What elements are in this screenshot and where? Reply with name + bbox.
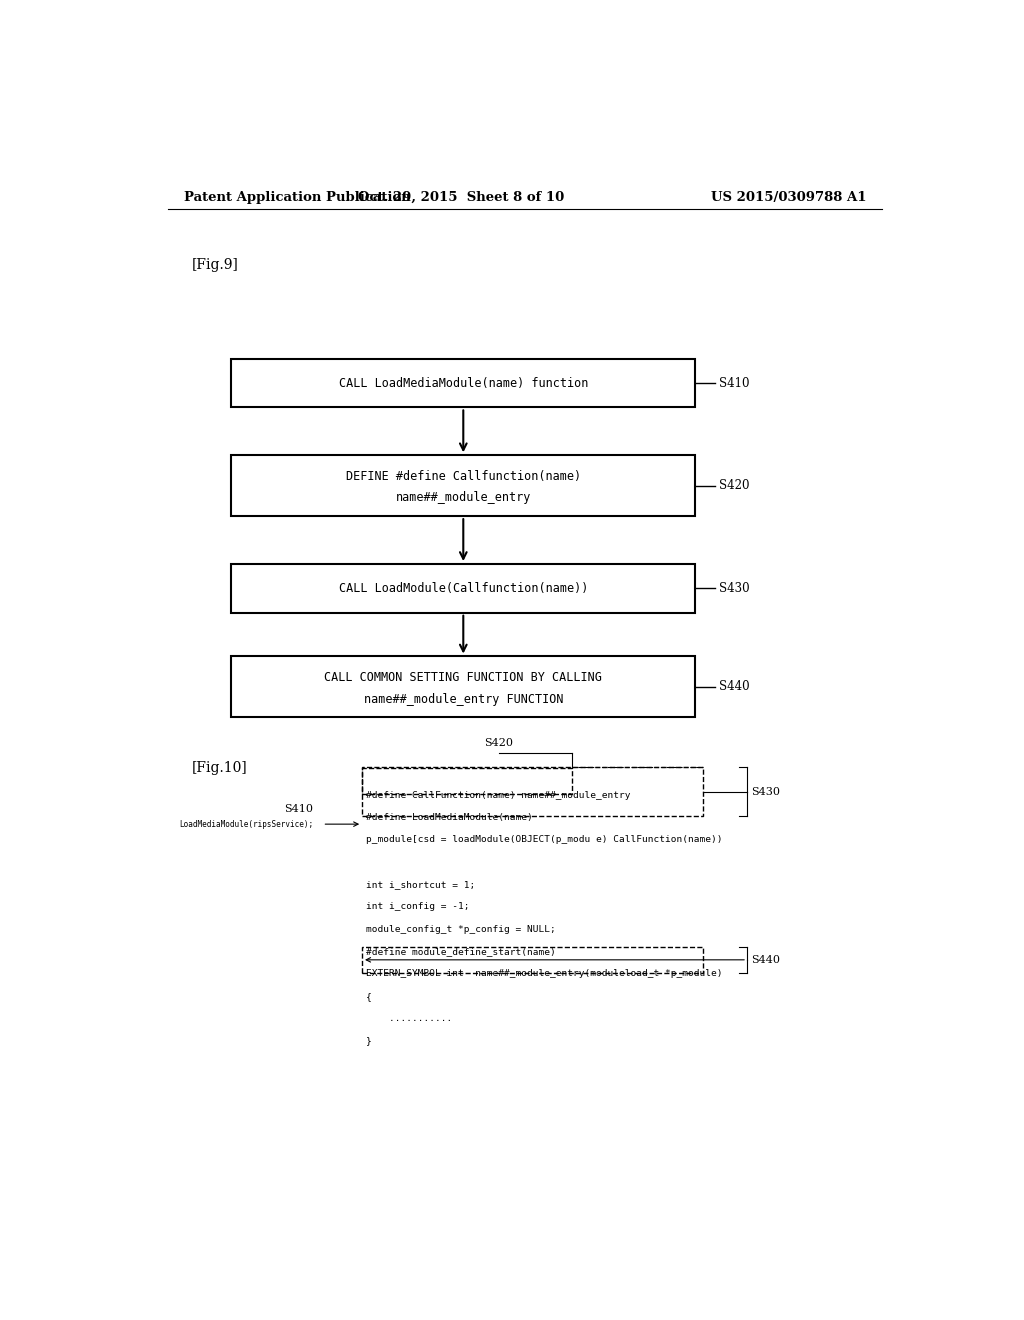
Text: {: { <box>367 991 372 1001</box>
Text: CALL LoadMediaModule(name) function: CALL LoadMediaModule(name) function <box>339 376 588 389</box>
Text: S420: S420 <box>484 738 513 748</box>
Bar <box>231 656 695 718</box>
Bar <box>362 767 703 816</box>
Text: S410: S410 <box>284 804 313 814</box>
Text: S440: S440 <box>719 680 750 693</box>
Text: [Fig.9]: [Fig.9] <box>191 259 239 272</box>
Text: S440: S440 <box>751 954 780 965</box>
Bar <box>362 948 703 973</box>
Text: Patent Application Publication: Patent Application Publication <box>183 190 411 203</box>
Bar <box>231 455 695 516</box>
Text: LoadMediaModule(ripsService);: LoadMediaModule(ripsService); <box>179 820 313 829</box>
Text: name##_module_entry: name##_module_entry <box>395 491 531 504</box>
Text: CALL LoadModule(Callfunction(name)): CALL LoadModule(Callfunction(name)) <box>339 582 588 595</box>
Text: DEFINE #define Callfunction(name): DEFINE #define Callfunction(name) <box>346 470 581 483</box>
Text: }: } <box>367 1036 372 1045</box>
Bar <box>231 564 695 612</box>
Text: #define CallFunction(name) name##_module_entry: #define CallFunction(name) name##_module… <box>367 791 631 800</box>
Text: int i_config = -1;: int i_config = -1; <box>367 903 470 911</box>
Bar <box>231 359 695 408</box>
Text: S410: S410 <box>719 376 750 389</box>
Text: US 2015/0309788 A1: US 2015/0309788 A1 <box>711 190 866 203</box>
Text: EXTERN_SYMBOL int  name##_module_entry(moduleload_t *p_module): EXTERN_SYMBOL int name##_module_entry(mo… <box>367 969 723 978</box>
Text: name##_module_entry FUNCTION: name##_module_entry FUNCTION <box>364 693 563 706</box>
Text: S420: S420 <box>719 479 750 492</box>
Text: Oct. 29, 2015  Sheet 8 of 10: Oct. 29, 2015 Sheet 8 of 10 <box>358 190 564 203</box>
Text: #define LoadMediaModule(name): #define LoadMediaModule(name) <box>367 813 532 822</box>
Text: p_module[csd = loadModule(OBJECT(p_modu e) CallFunction(name)): p_module[csd = loadModule(OBJECT(p_modu … <box>367 836 723 845</box>
Text: int i_shortcut = 1;: int i_shortcut = 1; <box>367 880 475 890</box>
Text: CALL COMMON SETTING FUNCTION BY CALLING: CALL COMMON SETTING FUNCTION BY CALLING <box>325 672 602 684</box>
Text: S430: S430 <box>751 787 780 796</box>
Bar <box>362 768 572 793</box>
Text: ...........: ........... <box>367 1014 453 1023</box>
Text: #define module_define_start(name): #define module_define_start(name) <box>367 948 556 956</box>
Text: S430: S430 <box>719 582 750 595</box>
Text: [Fig.10]: [Fig.10] <box>191 762 247 775</box>
Text: module_config_t *p_config = NULL;: module_config_t *p_config = NULL; <box>367 925 556 933</box>
